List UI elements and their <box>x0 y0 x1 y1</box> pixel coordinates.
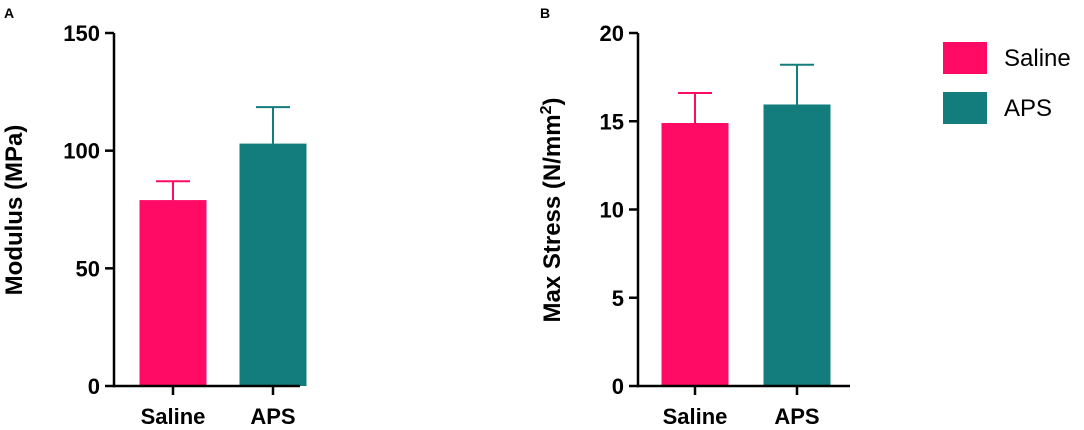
x-axis-ticks: Saline APS <box>141 386 296 429</box>
bars <box>139 143 307 386</box>
legend: Saline APS <box>943 42 1071 124</box>
x-tick-label: Saline <box>141 404 206 429</box>
panel-label: B <box>540 5 550 21</box>
axes <box>112 33 300 388</box>
x-tick-label: APS <box>250 404 295 429</box>
y-tick-label: 50 <box>76 256 100 281</box>
bar-saline <box>139 200 207 386</box>
x-tick-label: Saline <box>663 404 728 429</box>
bars <box>661 104 831 387</box>
panel-b: B 0 5 10 15 20 Saline APS Max Stress (N/mm2) <box>538 5 850 429</box>
x-tick-label: APS <box>774 404 819 429</box>
y-tick-label: 100 <box>63 139 100 164</box>
panel-label: A <box>4 5 14 21</box>
error-bars <box>678 63 814 124</box>
y-axis-ticks: 0 5 10 15 20 <box>600 21 638 399</box>
y-axis-ticks: 0 50 100 150 <box>63 21 114 399</box>
y-tick-label: 20 <box>600 21 624 46</box>
x-axis-ticks: Saline APS <box>663 386 820 429</box>
y-tick-label: 5 <box>612 286 624 311</box>
y-tick-label: 150 <box>63 21 100 46</box>
legend-swatch-saline <box>943 42 987 74</box>
y-tick-label: 15 <box>600 109 624 134</box>
y-axis-title: Modulus (MPa) <box>1 125 28 296</box>
panel-a: A 0 50 100 150 Saline APS Modulus (MPa) <box>1 5 307 429</box>
bar-saline <box>661 123 729 386</box>
bar-aps <box>763 104 831 387</box>
legend-label-saline: Saline <box>1004 45 1071 72</box>
error-bars <box>156 106 290 201</box>
y-tick-label: 0 <box>612 374 624 399</box>
legend-label-aps: APS <box>1004 95 1052 122</box>
legend-swatch-aps <box>943 92 987 124</box>
y-tick-label: 10 <box>600 198 624 223</box>
y-axis-title: Max Stress (N/mm2) <box>538 98 566 323</box>
bar-aps <box>239 143 307 386</box>
y-tick-label: 0 <box>88 374 100 399</box>
axes <box>636 33 850 388</box>
